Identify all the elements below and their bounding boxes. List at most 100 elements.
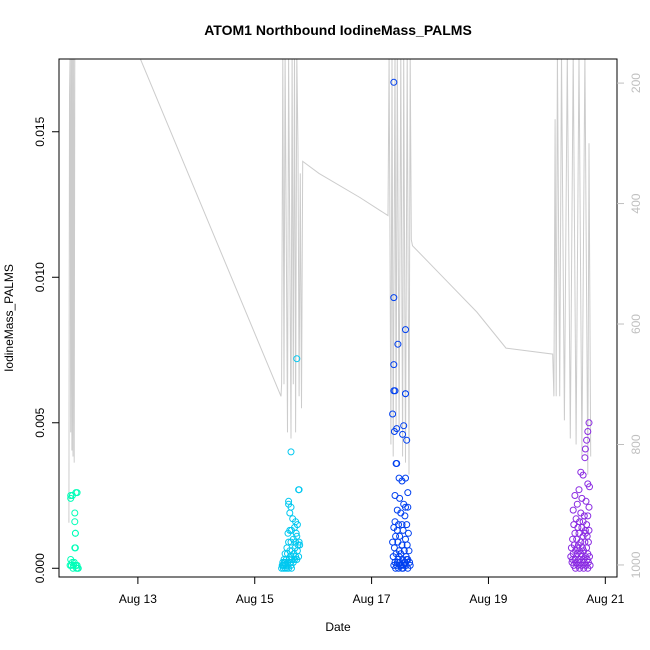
data-point [71, 544, 79, 552]
chart-title: ATOM1 Northbound IodineMass_PALMS [204, 22, 472, 38]
y-axis: 0.000 0.005 0.010 0.015 [33, 116, 59, 583]
data-point [71, 509, 79, 517]
data-point [392, 460, 400, 467]
data-point [285, 564, 293, 572]
scatter-points-layer [66, 78, 594, 572]
data-point [394, 340, 402, 348]
data-point [584, 512, 592, 520]
data-point [573, 544, 581, 552]
data-point [404, 529, 412, 537]
data-point [569, 556, 577, 563]
data-point [390, 78, 398, 86]
data-point [390, 428, 398, 435]
data-point [569, 506, 577, 514]
data-point [74, 564, 82, 572]
y-tick-label: 0.010 [33, 262, 47, 292]
data-point [398, 541, 406, 549]
data-point [402, 390, 409, 398]
data-point [399, 430, 407, 438]
data-point [395, 553, 403, 561]
y2-tick-label: 800 [629, 434, 643, 454]
y2-tick-label: 1000 [629, 551, 643, 578]
x-tick-label: Aug 21 [586, 592, 624, 606]
data-point [581, 454, 589, 462]
data-point [71, 518, 79, 526]
plot-frame [58, 58, 618, 578]
x-tick-label: Aug 13 [119, 592, 157, 606]
data-point [71, 529, 79, 537]
series-2 [278, 355, 304, 572]
data-point [575, 529, 583, 537]
data-point [286, 509, 294, 517]
data-point [585, 503, 593, 511]
data-point [396, 532, 404, 540]
altitude-trace-line [68, 59, 592, 523]
data-point [399, 526, 407, 534]
data-point [295, 538, 303, 546]
y-tick-label: 0.005 [33, 407, 47, 437]
x-axis: Aug 13 Aug 15 Aug 17 Aug 19 Aug 21 [119, 577, 625, 606]
series-3 [389, 78, 414, 572]
y-axis-label: IodineMass_PALMS [2, 264, 16, 372]
data-point [402, 535, 409, 543]
series-4 [567, 419, 594, 572]
data-point [575, 486, 583, 494]
data-point [573, 500, 581, 508]
altitude-trace-layer [68, 59, 592, 523]
y2-tick-label: 400 [629, 193, 643, 213]
data-point [284, 529, 292, 537]
data-point [583, 436, 591, 444]
data-point [403, 521, 411, 529]
data-point [570, 521, 578, 529]
data-point [579, 471, 587, 479]
x-tick-label: Aug 15 [236, 592, 274, 606]
data-point [403, 556, 411, 563]
x-tick-label: Aug 19 [469, 592, 507, 606]
data-point [404, 503, 412, 511]
data-point [73, 489, 81, 497]
data-point [571, 492, 579, 499]
data-point [292, 529, 300, 537]
data-point [389, 410, 397, 418]
data-point [576, 564, 584, 572]
data-point [70, 558, 78, 566]
data-point [404, 489, 412, 497]
data-point [581, 445, 589, 453]
data-point [578, 494, 586, 502]
data-point [288, 564, 295, 572]
data-point [577, 550, 585, 558]
data-point [287, 538, 295, 546]
data-point [390, 387, 398, 395]
data-point [582, 497, 590, 505]
data-point [402, 503, 409, 511]
data-point [573, 535, 581, 543]
data-point [396, 494, 404, 502]
data-point [403, 436, 411, 444]
data-point [392, 532, 400, 540]
data-point [581, 529, 589, 537]
data-point [402, 326, 409, 334]
y-tick-label: 0.000 [33, 553, 47, 583]
series-1 [66, 489, 82, 572]
data-point [401, 512, 409, 520]
data-point [572, 564, 579, 572]
data-point [398, 477, 406, 485]
data-point [390, 361, 398, 369]
data-point [281, 558, 288, 566]
data-point [584, 564, 592, 572]
x-tick-label: Aug 17 [353, 592, 391, 606]
y2-tick-label: 200 [629, 73, 643, 93]
data-point [400, 561, 408, 569]
y2-tick-label: 600 [629, 314, 643, 334]
data-point [585, 419, 593, 427]
secondary-y-axis: 200 400 600 800 1000 [617, 73, 643, 578]
data-point [586, 553, 593, 561]
data-point [584, 428, 592, 435]
data-point [390, 294, 398, 302]
data-point [586, 483, 593, 491]
x-axis-label: Date [325, 620, 351, 634]
data-point [285, 497, 293, 505]
data-point [287, 448, 295, 456]
data-point [400, 422, 408, 430]
